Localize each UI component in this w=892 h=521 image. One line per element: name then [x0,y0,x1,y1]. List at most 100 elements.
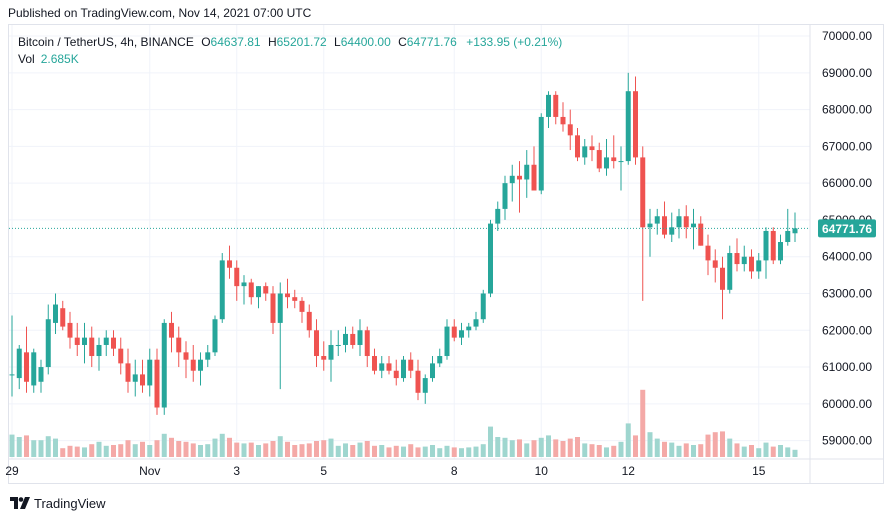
candle[interactable] [198,352,203,386]
candle[interactable] [386,356,392,375]
candle[interactable] [444,319,450,360]
candle[interactable] [705,234,711,276]
candle[interactable] [662,201,667,239]
candle[interactable] [625,72,631,165]
candle[interactable] [169,311,174,353]
candle[interactable] [306,304,312,338]
candle[interactable] [683,205,689,239]
candle[interactable] [89,326,95,368]
candle[interactable] [712,249,718,283]
candle[interactable] [190,344,196,382]
candle[interactable] [335,330,341,357]
candle[interactable] [183,341,189,379]
candle[interactable] [538,113,544,195]
candle[interactable] [422,374,428,404]
candle[interactable] [756,253,762,279]
candle[interactable] [473,311,479,331]
candle[interactable] [234,260,240,301]
candle[interactable] [647,208,653,257]
candle[interactable] [31,348,37,393]
candle[interactable] [372,348,377,375]
candle[interactable] [495,201,501,231]
candle[interactable] [328,330,334,382]
candle[interactable] [582,139,588,165]
candle[interactable] [212,315,218,357]
candle[interactable] [96,337,102,371]
candle[interactable] [720,256,725,320]
candle[interactable] [589,135,595,162]
candle[interactable] [67,311,73,349]
candle[interactable] [357,319,363,357]
candle[interactable] [379,356,385,379]
candle[interactable] [488,219,493,298]
candle[interactable] [560,102,566,132]
candle[interactable] [749,249,754,279]
candle[interactable] [82,322,87,364]
candle[interactable] [778,234,783,265]
candle[interactable] [437,348,443,368]
candle[interactable] [299,297,305,323]
candle[interactable] [524,150,530,198]
candle[interactable] [633,76,638,165]
candle[interactable] [314,319,319,368]
candle[interactable] [480,289,486,323]
candle[interactable] [9,315,15,397]
candle[interactable] [277,282,283,390]
candle[interactable] [205,344,211,368]
candle[interactable] [350,326,356,349]
candle[interactable] [691,208,696,250]
candle[interactable] [676,208,682,239]
candle[interactable] [408,352,414,379]
candle[interactable] [640,146,646,301]
candle[interactable] [401,356,406,382]
candle[interactable] [154,348,160,415]
candle[interactable] [393,359,399,386]
candle[interactable] [219,253,225,323]
candle[interactable] [147,348,153,397]
candle[interactable] [575,127,580,162]
candle[interactable] [53,293,58,334]
candle[interactable] [698,216,704,246]
candle[interactable] [502,175,508,220]
candle[interactable] [74,322,80,357]
candle[interactable] [596,142,602,173]
tradingview-logo[interactable]: TradingView [10,494,106,512]
candle[interactable] [509,164,515,202]
candle[interactable] [415,359,421,401]
candle[interactable] [451,319,457,342]
candle[interactable] [270,286,276,334]
candle[interactable] [38,359,44,393]
candle[interactable] [125,348,131,393]
candle[interactable] [770,227,776,265]
candle[interactable] [248,278,254,305]
candle[interactable] [292,289,298,309]
candle[interactable] [176,326,182,368]
candle[interactable] [227,245,232,279]
candle[interactable] [60,300,66,331]
candle[interactable] [792,212,798,242]
candle[interactable] [45,304,51,375]
candle[interactable] [364,326,370,368]
candle[interactable] [727,245,733,294]
candle[interactable] [734,238,740,272]
candle[interactable] [111,330,116,357]
candle[interactable] [140,359,145,393]
candle[interactable] [618,146,624,191]
candle[interactable] [567,109,573,151]
candle[interactable] [459,322,464,345]
candle[interactable] [118,337,124,375]
candle[interactable] [517,161,522,213]
candle[interactable] [546,91,551,128]
candle[interactable] [741,245,747,272]
candle[interactable] [604,139,609,176]
candle[interactable] [466,322,472,338]
candle[interactable] [785,208,791,246]
candle[interactable] [430,356,435,382]
candle[interactable] [611,135,617,169]
candle[interactable] [16,344,22,390]
candle[interactable] [654,208,660,235]
candle[interactable] [669,212,675,242]
candle[interactable] [161,319,167,415]
candle[interactable] [24,326,29,393]
